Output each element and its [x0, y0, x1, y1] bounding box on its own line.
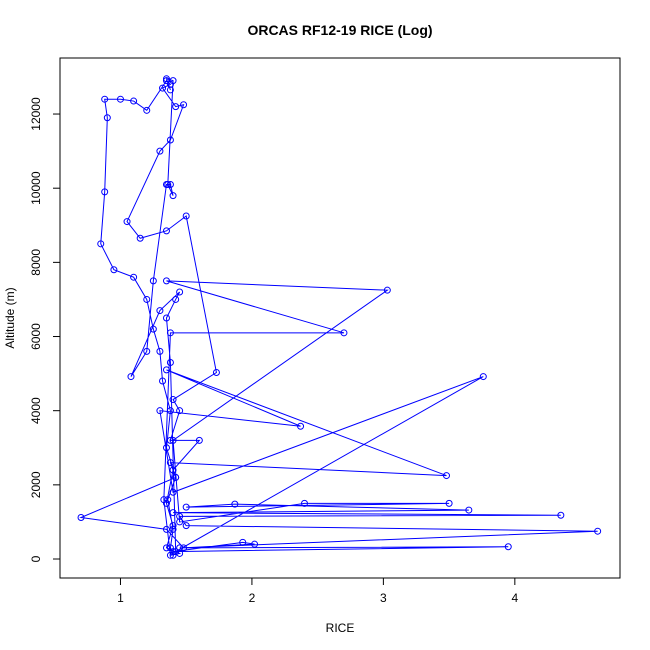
data-point: [143, 106, 151, 114]
data-point: [162, 227, 170, 235]
data-point: [101, 188, 109, 196]
y-tick-label: 0: [29, 555, 43, 562]
data-point: [162, 544, 170, 552]
data-point: [176, 544, 184, 552]
data-point: [169, 488, 177, 496]
data-point: [164, 180, 172, 188]
data-point: [162, 77, 170, 85]
data-point: [127, 373, 135, 381]
data-point: [176, 512, 184, 520]
data-point: [136, 234, 144, 242]
plot-frame: [59, 57, 621, 579]
y-tick-label: 2000: [29, 471, 43, 498]
data-point: [101, 95, 109, 103]
data-point: [166, 459, 174, 467]
data-point: [172, 473, 180, 481]
x-tick-label: 4: [511, 591, 518, 605]
data-point: [479, 373, 487, 381]
data-point: [164, 496, 172, 504]
data-point: [442, 472, 450, 480]
data-point: [169, 466, 177, 474]
data-point: [169, 525, 177, 533]
data-point: [156, 147, 164, 155]
data-point: [130, 97, 138, 105]
data-point: [166, 436, 174, 444]
data-point: [212, 368, 220, 376]
data-point: [169, 396, 177, 404]
y-tick-label: 8000: [29, 249, 43, 276]
data-point: [182, 522, 190, 530]
data-point: [166, 329, 174, 337]
data-point: [172, 295, 180, 303]
data-point: [169, 436, 177, 444]
data-point: [162, 444, 170, 452]
data-point: [169, 77, 177, 85]
data-point: [160, 496, 168, 504]
data-point: [239, 538, 247, 546]
data-point: [162, 314, 170, 322]
y-tick-label: 12000: [29, 97, 43, 131]
data-point: [182, 503, 190, 511]
data-point: [169, 522, 177, 530]
data-point: [143, 347, 151, 355]
data-point: [297, 422, 305, 430]
data-point: [166, 180, 174, 188]
data-point: [162, 75, 170, 83]
data-point: [149, 277, 157, 285]
data-point: [251, 540, 259, 548]
y-tick-label: 10000: [29, 171, 43, 205]
data-point: [156, 347, 164, 355]
data-point: [195, 436, 203, 444]
data-point: [162, 525, 170, 533]
x-axis-label: RICE: [326, 621, 355, 635]
data-point: [172, 103, 180, 111]
data-point: [110, 266, 118, 274]
data-point: [156, 407, 164, 415]
data-point: [169, 192, 177, 200]
data-point: [77, 513, 85, 521]
data-point: [143, 295, 151, 303]
data-point: [504, 543, 512, 551]
data-point: [557, 511, 565, 519]
data-point: [159, 377, 167, 385]
data-point: [169, 509, 177, 517]
data-point: [172, 548, 180, 556]
data-point: [166, 407, 174, 415]
x-tick-label: 2: [249, 591, 256, 605]
data-point: [176, 407, 184, 415]
data-point: [166, 86, 174, 94]
y-tick-label: 6000: [29, 323, 43, 350]
data-point: [123, 218, 131, 226]
x-tick-label: 1: [117, 591, 124, 605]
x-tick-label: 3: [380, 591, 387, 605]
data-point: [231, 500, 239, 508]
data-point: [465, 506, 473, 514]
chart-title: ORCAS RF12-19 RICE (Log): [247, 22, 432, 38]
data-point: [116, 95, 124, 103]
y-axis-label: Altitude (m): [3, 287, 17, 348]
data-point: [594, 527, 602, 535]
data-line: [79, 78, 598, 556]
data-point: [166, 358, 174, 366]
data-point: [159, 84, 167, 92]
data-point: [169, 548, 177, 556]
data-point: [162, 277, 170, 285]
data-point: [301, 499, 309, 507]
data-point: [340, 329, 348, 337]
data-point: [383, 286, 391, 294]
data-point: [130, 273, 138, 281]
data-point: [97, 240, 105, 248]
y-tick-label: 4000: [29, 397, 43, 424]
data-point: [166, 136, 174, 144]
data-point: [103, 114, 111, 122]
data-point: [176, 288, 184, 296]
data-point: [180, 544, 188, 552]
data-point: [156, 307, 164, 315]
data-point: [162, 366, 170, 374]
data-point: [182, 212, 190, 220]
data-point: [445, 499, 453, 507]
data-point: [149, 325, 157, 333]
data-point: [180, 101, 188, 109]
